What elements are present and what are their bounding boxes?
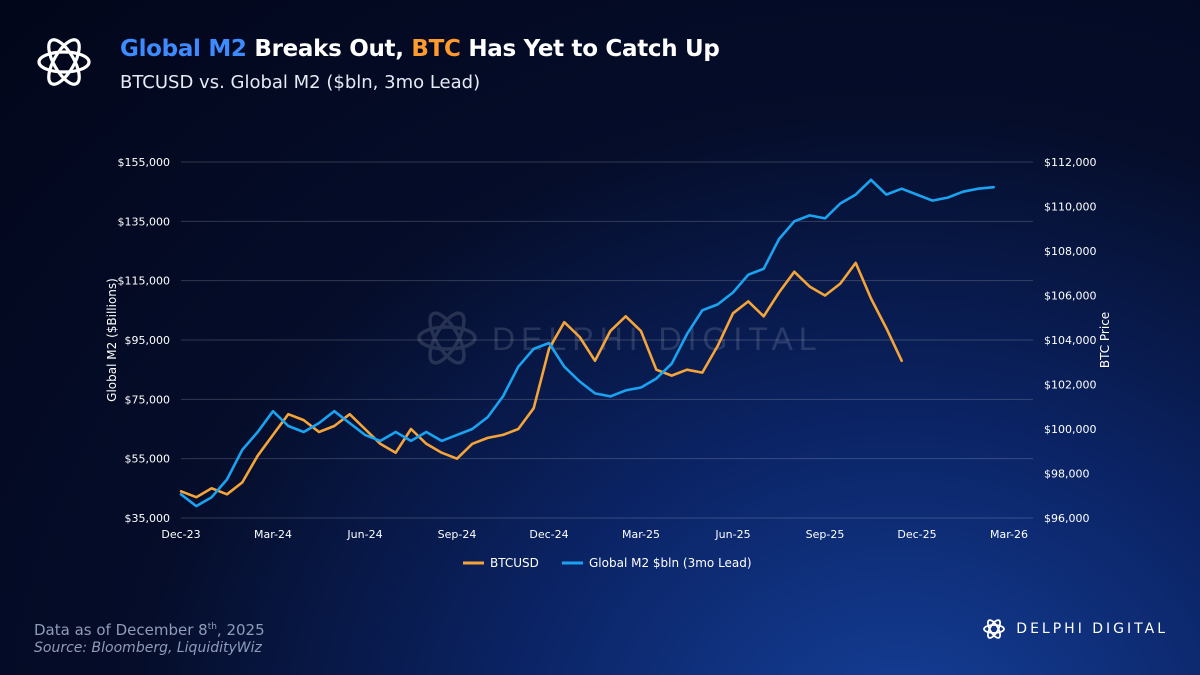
left-tick-label: $115,000 [118,275,171,288]
right-tick-label: $108,000 [1044,245,1097,258]
right-tick-label: $102,000 [1044,379,1097,392]
source-note: Source: Bloomberg, LiquidityWiz [34,640,262,656]
x-tick-label: Mar-26 [990,528,1028,541]
title-btc: BTC [411,36,461,62]
data-date-note: Data as of December 8th, 2025 [34,621,265,639]
right-tick-label: $100,000 [1044,423,1097,436]
x-tick-label: Sep-25 [806,528,845,541]
left-tick-label: $35,000 [125,512,171,525]
x-tick-label: Mar-24 [254,528,292,541]
right-axis-ticks: $96,000 $98,000 $100,000 $102,000 $104,000 $1… [1044,156,1097,525]
x-tick-label: Mar-25 [622,528,660,541]
title-middle: Breaks Out, [246,36,412,62]
right-axis-title: BTC Price [1098,312,1112,368]
x-tick-label: Dec-23 [161,528,200,541]
data-date-year: , 2025 [216,621,265,639]
btcusd-series-line [179,261,903,499]
legend-m2-label: Global M2 $bln (3mo Lead) [589,556,752,570]
right-tick-label: $106,000 [1044,290,1097,303]
watermark-logo-icon [417,311,477,365]
left-axis-title: Global M2 ($Billions) [105,278,119,402]
x-axis-ticks: Dec-23 Mar-24 Jun-24 Sep-24 Dec-24 Mar-25 Jun-… [161,528,1028,541]
global-m2-series-line [179,178,995,508]
title-m2: Global M2 [120,36,247,62]
delphi-logo-icon [37,38,91,86]
page-title: Global M2 Breaks Out, BTC Has Yet to Cat… [120,36,720,62]
title-end: Has Yet to Catch Up [460,36,720,62]
page-subtitle: BTCUSD vs. Global M2 ($bln, 3mo Lead) [120,72,481,93]
left-tick-label: $55,000 [125,453,171,466]
left-tick-label: $75,000 [125,393,171,406]
left-tick-label: $135,000 [118,215,171,228]
left-tick-label: $95,000 [125,334,171,347]
x-tick-label: Jun-24 [346,528,382,541]
x-tick-label: Dec-25 [897,528,936,541]
watermark-text: DELPHI DIGITAL [492,321,823,357]
legend-btc-label: BTCUSD [490,556,539,570]
legend: BTCUSD Global M2 $bln (3mo Lead) [463,556,752,570]
x-tick-label: Jun-25 [714,528,750,541]
right-tick-label: $112,000 [1044,156,1097,169]
right-tick-label: $110,000 [1044,201,1097,214]
right-tick-label: $98,000 [1044,468,1090,481]
series-layer [179,178,995,508]
right-tick-label: $104,000 [1044,334,1097,347]
brand-name: DELPHI DIGITAL [1016,621,1168,637]
brand-logo-icon [983,619,1006,639]
x-tick-label: Dec-24 [529,528,568,541]
brand-mark: DELPHI DIGITAL [982,617,1168,641]
data-date-text: Data as of December 8 [34,621,208,639]
left-tick-label: $155,000 [118,156,171,169]
data-date-suffix: th [207,622,217,632]
watermark: DELPHI DIGITAL [417,311,823,365]
right-tick-label: $96,000 [1044,512,1090,525]
left-axis-ticks: $35,000 $55,000 $75,000 $95,000 $115,000 $135… [118,156,171,525]
x-tick-label: Sep-24 [438,528,477,541]
